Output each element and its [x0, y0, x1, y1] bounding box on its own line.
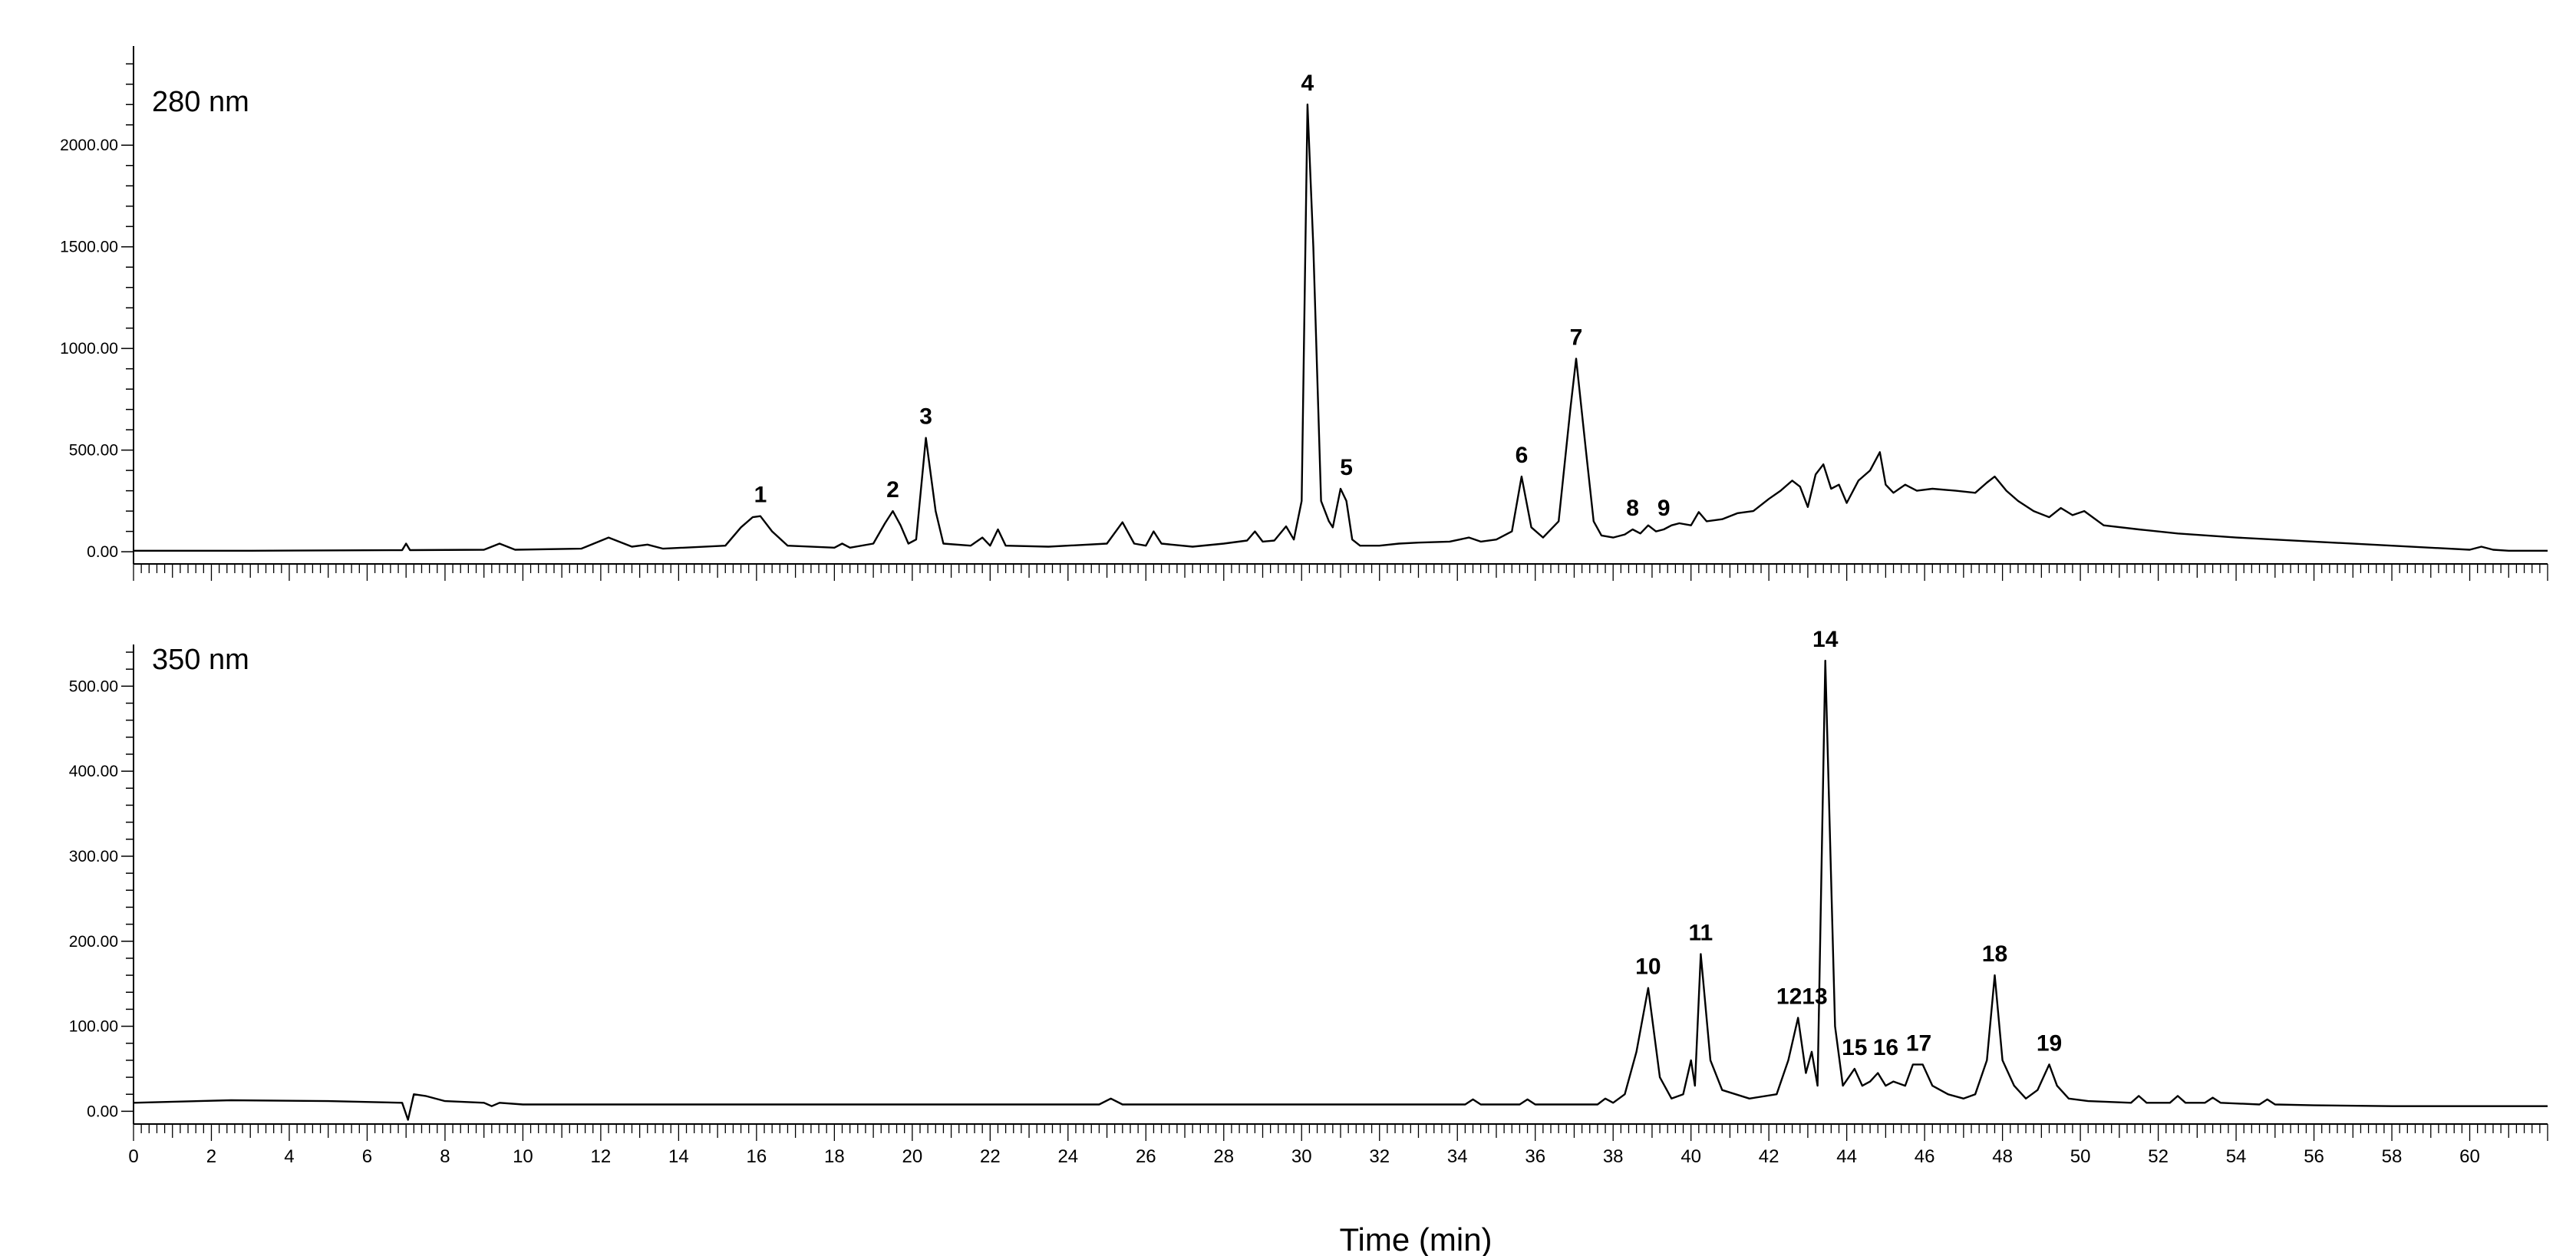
peak-label: 17 — [1906, 1030, 1931, 1056]
x-tick-label: 22 — [980, 1146, 1001, 1167]
x-tick-label: 50 — [2070, 1146, 2091, 1167]
peak-label: 9 — [1657, 496, 1671, 521]
y-tick-label: 100.00 — [69, 1018, 118, 1036]
x-tick-label: 34 — [1447, 1146, 1468, 1167]
x-tick-label: 40 — [1681, 1146, 1701, 1167]
x-tick-label: 0 — [128, 1146, 138, 1167]
peak-label: 7 — [1570, 325, 1583, 350]
panel-title: 350 nm — [152, 644, 249, 676]
peak-label: 4 — [1301, 71, 1314, 96]
x-tick-label: 58 — [2382, 1146, 2403, 1167]
x-tick-label: 32 — [1369, 1146, 1390, 1167]
y-tick-label: 300.00 — [69, 848, 118, 865]
chart-panel-280nm: 280 nm 0.00 500.00 1000.00 1500.00 2000.00 1 2 3… — [60, 46, 2548, 581]
x-tick-label: 46 — [1915, 1146, 1935, 1167]
x-tick-label: 4 — [284, 1146, 294, 1167]
peak-label: 8 — [1626, 496, 1639, 521]
y-tick-label: 1500.00 — [60, 239, 118, 256]
y-tick-label: 2000.00 — [60, 137, 118, 154]
x-tick-label: 2 — [206, 1146, 216, 1167]
chart-panel-350nm: 350 nm 0.00 100.00 200.00 300.00 400.00 500.00… — [69, 627, 2548, 1167]
x-tick-label: 10 — [513, 1146, 533, 1167]
peak-label: 18 — [1982, 941, 2007, 967]
x-tick-label: 24 — [1057, 1146, 1078, 1167]
peak-label: 1 — [754, 483, 767, 508]
peak-label: 19 — [2037, 1030, 2062, 1056]
x-tick-label: 20 — [902, 1146, 922, 1167]
x-tick-label: 14 — [668, 1146, 689, 1167]
x-tick-label: 26 — [1136, 1146, 1156, 1167]
x-tick-label: 12 — [591, 1146, 612, 1167]
x-tick-label: 52 — [2148, 1146, 2169, 1167]
y-tick-label: 0.00 — [87, 543, 118, 561]
chromatogram-trace — [134, 104, 2548, 552]
peak-label: 3 — [919, 404, 932, 430]
y-tick-label: 500.00 — [69, 442, 118, 460]
y-tick-label: 0.00 — [87, 1103, 118, 1120]
peak-label: 14 — [1812, 627, 1839, 652]
peak-label: 5 — [1340, 455, 1353, 480]
x-tick-label: 60 — [2459, 1146, 2480, 1167]
peak-label: 16 — [1873, 1035, 1898, 1060]
peak-label: 10 — [1635, 954, 1661, 980]
y-tick-label: 500.00 — [69, 677, 118, 695]
peak-label: 11 — [1689, 920, 1713, 945]
peak-label: 1213 — [1776, 984, 1828, 1009]
peak-label: 15 — [1842, 1035, 1867, 1060]
peak-label: 2 — [886, 477, 899, 503]
y-tick-label: 200.00 — [69, 933, 118, 951]
x-axis-title: Time (min) — [1339, 1221, 1492, 1256]
chromatogram-trace — [133, 659, 2548, 1121]
x-tick-label: 54 — [2226, 1146, 2247, 1167]
y-tick-label: 1000.00 — [60, 340, 118, 358]
x-tick-label: 56 — [2304, 1146, 2324, 1167]
x-tick-label: 48 — [1992, 1146, 2013, 1167]
x-tick-label: 6 — [362, 1146, 372, 1167]
panel-title: 280 nm — [152, 86, 249, 118]
x-tick-label: 8 — [440, 1146, 450, 1167]
x-tick-label: 44 — [1836, 1146, 1857, 1167]
peak-label: 6 — [1516, 443, 1529, 468]
x-tick-label: 38 — [1603, 1146, 1624, 1167]
x-tick-label: 30 — [1291, 1146, 1312, 1167]
x-tick-label: 36 — [1525, 1146, 1545, 1167]
x-tick-label: 16 — [747, 1146, 767, 1167]
x-tick-label: 42 — [1759, 1146, 1779, 1167]
y-tick-label: 400.00 — [69, 763, 118, 780]
x-tick-label: 28 — [1213, 1146, 1234, 1167]
x-tick-label: 18 — [824, 1146, 845, 1167]
